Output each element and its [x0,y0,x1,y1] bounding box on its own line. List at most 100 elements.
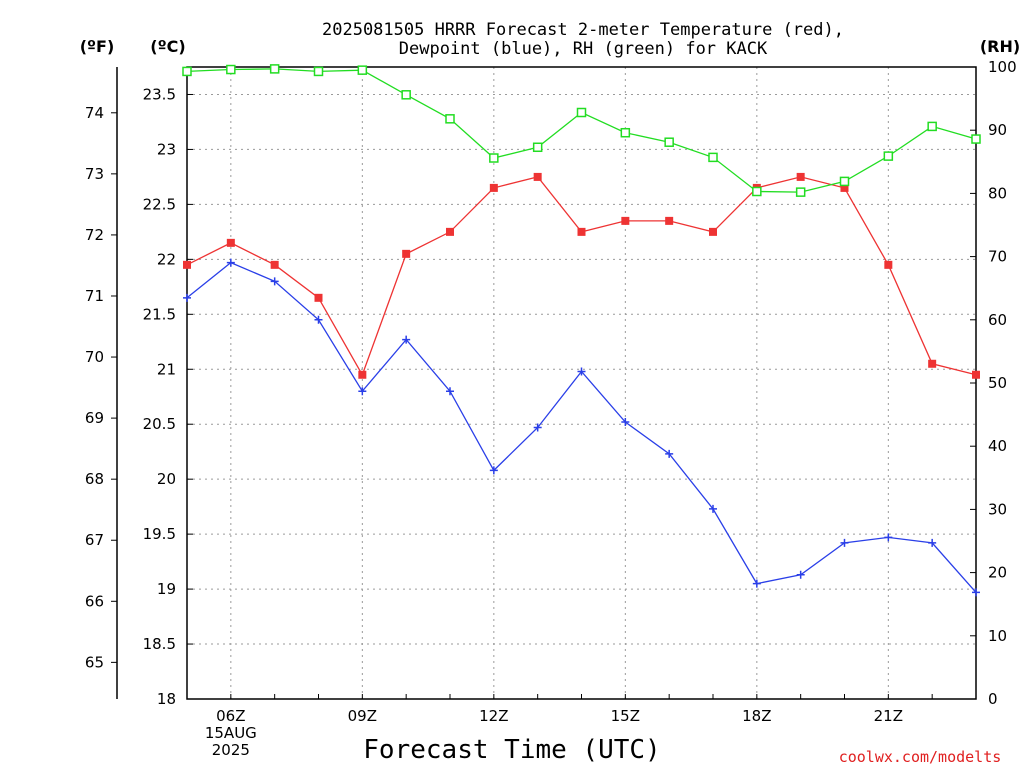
dewpoint-point [972,588,980,597]
rh-point [269,64,280,74]
temperature-point [270,260,279,269]
rh-point [489,153,499,163]
celsius-tick-label: 19 [157,580,176,598]
fahrenheit-tick-label: 69 [85,409,104,427]
temperature-point [928,359,937,368]
fahrenheit-tick-label: 72 [85,226,104,244]
rh-tick-label: 90 [988,121,1007,139]
x-tick-label: 09Z [348,707,377,725]
fahrenheit-tick-label: 66 [85,592,104,610]
rh-point [664,137,674,147]
rh-line [186,68,977,193]
dewpoint-point [577,367,586,376]
celsius-unit-label: (ºC) [150,37,185,56]
dewpoint-point [752,579,761,588]
fahrenheit-unit-label: (ºF) [80,37,115,56]
temperature-point [577,227,586,236]
source-credit[interactable]: coolwx.com/modelts [839,748,1002,766]
temperature-point [621,216,630,225]
celsius-tick-label: 23 [157,140,176,158]
dewpoint-point [665,449,674,458]
rh-point [445,114,455,124]
temperature-point [972,370,980,379]
dewpoint-point [358,387,367,396]
tick-labels: 18 18.5 19 19.5 20 20.5 21 21.5 22 22.5 23 23.5 65 66… [85,58,1017,759]
dewpoint-point [446,387,454,396]
temperature-point [358,370,367,379]
dewpoint-point [314,315,323,324]
rh-tick-label: 30 [988,500,1007,518]
rh-point [576,107,587,118]
temperature-point [665,216,674,225]
rh-tick-label: 10 [988,627,1007,645]
dewpoint-line [186,261,977,593]
dewpoint-point [533,423,542,432]
fahrenheit-tick-label: 71 [85,287,104,305]
temperature-point [402,249,411,258]
temperature-point [884,260,893,269]
dewpoint-point [402,335,411,344]
rh-point [708,152,718,163]
fahrenheit-tick-label: 73 [85,165,104,183]
axes [111,66,977,700]
x-tick-label: 21Z [874,707,903,725]
celsius-tick-label: 18.5 [143,635,176,653]
chart-title-line1: 2025081505 HRRR Forecast 2-meter Tempera… [322,20,844,40]
temperature-point [840,183,849,192]
rh-tick-label: 20 [988,564,1007,582]
temperature-point [446,227,454,236]
celsius-tick-label: 23.5 [143,85,176,103]
x-tick-label: 12Z [479,707,508,725]
rh-point [357,65,368,75]
fahrenheit-tick-label: 70 [85,348,104,366]
rh-point [182,66,192,77]
rh-point [620,127,631,138]
temperature-point [183,260,191,269]
celsius-tick-label: 20.5 [143,415,176,433]
rh-point [401,90,411,100]
temperature-point [709,227,717,236]
dewpoint-point [183,293,191,302]
rh-point [971,134,981,144]
rh-tick-label: 50 [988,374,1007,392]
chart-title-line2: Dewpoint (blue), RH (green) for KACK [399,39,768,59]
rh-tick-label: 100 [988,58,1017,76]
fahrenheit-tick-label: 67 [85,531,104,549]
celsius-tick-label: 19.5 [143,525,176,543]
celsius-tick-label: 22 [157,250,176,268]
rh-tick-label: 60 [988,311,1007,329]
fahrenheit-tick-label: 74 [85,104,104,122]
rh-tick-label: 70 [988,248,1007,266]
temperature-point [796,172,805,181]
fahrenheit-tick-label: 65 [85,653,104,671]
plot-frame [186,66,977,700]
rh-point [752,186,762,197]
celsius-tick-label: 21.5 [143,305,176,323]
rh-tick-label: 80 [988,184,1007,202]
rh-unit-label: (RH) [980,37,1020,56]
x-tick-label: 15AUG [205,724,257,742]
rh-point [883,151,894,161]
celsius-tick-label: 18 [157,690,176,708]
temperature-line [186,176,977,377]
x-tick-label: 2025 [212,741,250,759]
rh-tick-label: 40 [988,437,1007,455]
dewpoint-point [226,258,235,267]
temperature-point [314,293,323,302]
rh-point [927,121,937,132]
grid-lines [187,67,976,700]
rh-tick-label: 0 [988,690,998,708]
data-series [182,64,981,597]
x-tick-label: 18Z [742,707,771,725]
dewpoint-point [884,533,893,542]
dewpoint-point [270,277,279,286]
celsius-tick-label: 20 [157,470,176,488]
rh-point [795,187,806,197]
temperature-point [533,172,542,181]
rh-point [226,64,236,75]
dewpoint-point [621,418,630,427]
celsius-tick-label: 21 [157,360,176,378]
temperature-point [489,183,498,192]
dewpoint-point [928,538,937,547]
